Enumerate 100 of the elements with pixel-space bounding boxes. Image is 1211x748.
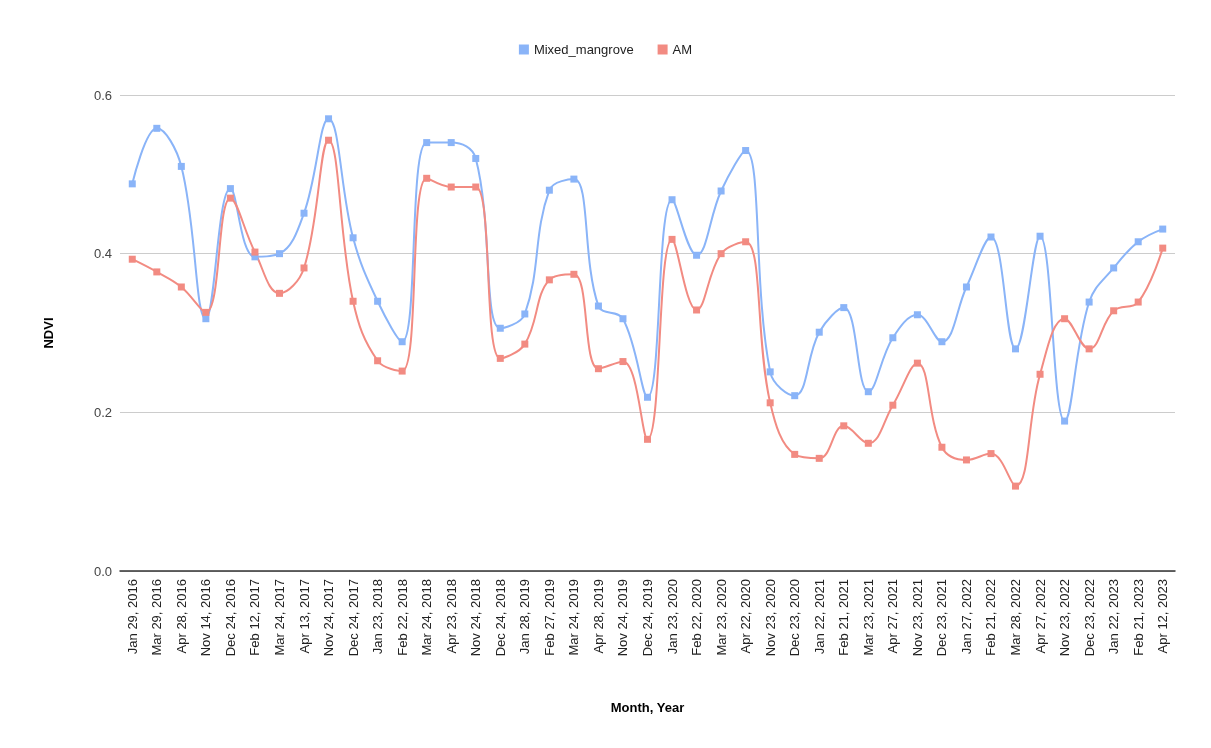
point xyxy=(766,368,774,376)
point xyxy=(644,393,651,401)
x-axis-title: Month, Year xyxy=(610,700,685,715)
point xyxy=(496,354,504,362)
point xyxy=(938,443,946,451)
x-tick-label: Apr 28, 2016 xyxy=(173,579,189,654)
point xyxy=(1036,232,1044,240)
point xyxy=(594,302,602,310)
point xyxy=(791,392,799,400)
point xyxy=(717,250,725,258)
point xyxy=(472,154,480,162)
point xyxy=(693,306,701,314)
point xyxy=(1036,370,1044,378)
x-tick-label: Apr 28, 2019 xyxy=(590,579,606,654)
point xyxy=(570,270,578,278)
x-tick-label: Jan 29, 2016 xyxy=(124,579,140,655)
point xyxy=(398,367,406,375)
x-tick-label: Dec 23, 2020 xyxy=(787,579,803,657)
point xyxy=(374,357,382,365)
point xyxy=(202,308,210,316)
x-tick-label: Nov 23, 2021 xyxy=(909,579,925,657)
point xyxy=(325,136,333,144)
point xyxy=(889,334,897,342)
x-tick-label: Nov 23, 2022 xyxy=(1057,579,1073,657)
point xyxy=(913,311,921,319)
point xyxy=(962,283,970,291)
point xyxy=(668,235,676,243)
x-tick-label: Nov 23, 2020 xyxy=(762,579,778,657)
x-tick-label: Dec 24, 2016 xyxy=(222,579,238,657)
point xyxy=(840,304,848,312)
point xyxy=(889,401,897,409)
point xyxy=(447,139,455,147)
point xyxy=(1110,264,1118,272)
point xyxy=(177,162,185,170)
point xyxy=(815,328,823,336)
x-tick-label: Mar 23, 2020 xyxy=(713,579,729,656)
point xyxy=(349,234,357,242)
legend-label: AM xyxy=(672,42,693,57)
point xyxy=(1085,345,1093,353)
point xyxy=(226,194,234,202)
x-tick-label: Mar 23, 2021 xyxy=(860,579,876,656)
point xyxy=(325,115,333,123)
x-tick-label: Feb 21, 2023 xyxy=(1130,579,1146,656)
point xyxy=(987,450,995,458)
point xyxy=(619,358,627,366)
x-tick-label: Jan 28, 2019 xyxy=(517,579,533,655)
point xyxy=(840,422,848,430)
point xyxy=(521,310,529,318)
x-tick-label: Nov 24, 2019 xyxy=(615,579,631,657)
x-tick-label: Feb 27, 2019 xyxy=(541,579,557,656)
point xyxy=(128,255,136,263)
point xyxy=(545,276,553,284)
x-tick-label: Dec 23, 2022 xyxy=(1081,579,1097,657)
x-tick-label: Dec 24, 2018 xyxy=(492,579,508,657)
point xyxy=(251,248,259,256)
x-tick-label: Nov 14, 2016 xyxy=(198,579,214,657)
point xyxy=(374,297,382,305)
point xyxy=(619,315,627,323)
x-tick-label: Jan 23, 2018 xyxy=(370,579,386,655)
point xyxy=(423,174,431,182)
point xyxy=(766,399,774,407)
point xyxy=(423,139,431,147)
point xyxy=(545,186,553,194)
point xyxy=(1085,298,1093,306)
point xyxy=(153,124,161,132)
point xyxy=(275,250,283,258)
x-tick-label: Feb 22, 2020 xyxy=(689,579,705,656)
point xyxy=(594,365,602,373)
point xyxy=(962,456,970,464)
point xyxy=(275,289,283,297)
x-tick-label: Jan 22, 2021 xyxy=(811,579,827,655)
point xyxy=(987,233,995,241)
point xyxy=(226,185,234,193)
point xyxy=(815,454,823,462)
x-tick-label: Jan 23, 2020 xyxy=(664,579,680,655)
x-tick-label: Apr 23, 2018 xyxy=(443,579,459,654)
x-tick-label: Apr 22, 2020 xyxy=(738,579,754,654)
x-tick-label: Jan 22, 2023 xyxy=(1106,579,1122,655)
x-tick-label: Nov 24, 2017 xyxy=(321,579,337,657)
point xyxy=(349,297,357,305)
point xyxy=(644,435,651,443)
point xyxy=(496,324,504,332)
point xyxy=(398,338,406,346)
point xyxy=(1134,298,1142,306)
point xyxy=(570,175,578,183)
x-tick-label: Jan 27, 2022 xyxy=(958,579,974,655)
y-tick-label: 0.0 xyxy=(93,563,112,579)
point xyxy=(717,187,725,195)
point xyxy=(1061,315,1069,323)
point xyxy=(913,359,921,367)
x-tick-label: Feb 21, 2022 xyxy=(983,579,999,656)
x-tick-label: Dec 23, 2021 xyxy=(934,579,950,657)
y-tick-label: 0.2 xyxy=(93,404,112,420)
x-tick-label: Nov 24, 2018 xyxy=(468,579,484,657)
point xyxy=(447,183,455,191)
x-tick-label: Feb 12, 2017 xyxy=(247,579,263,656)
x-tick-label: Feb 22, 2018 xyxy=(394,579,410,656)
point xyxy=(300,264,308,272)
point xyxy=(1159,244,1167,252)
point xyxy=(1110,307,1118,315)
